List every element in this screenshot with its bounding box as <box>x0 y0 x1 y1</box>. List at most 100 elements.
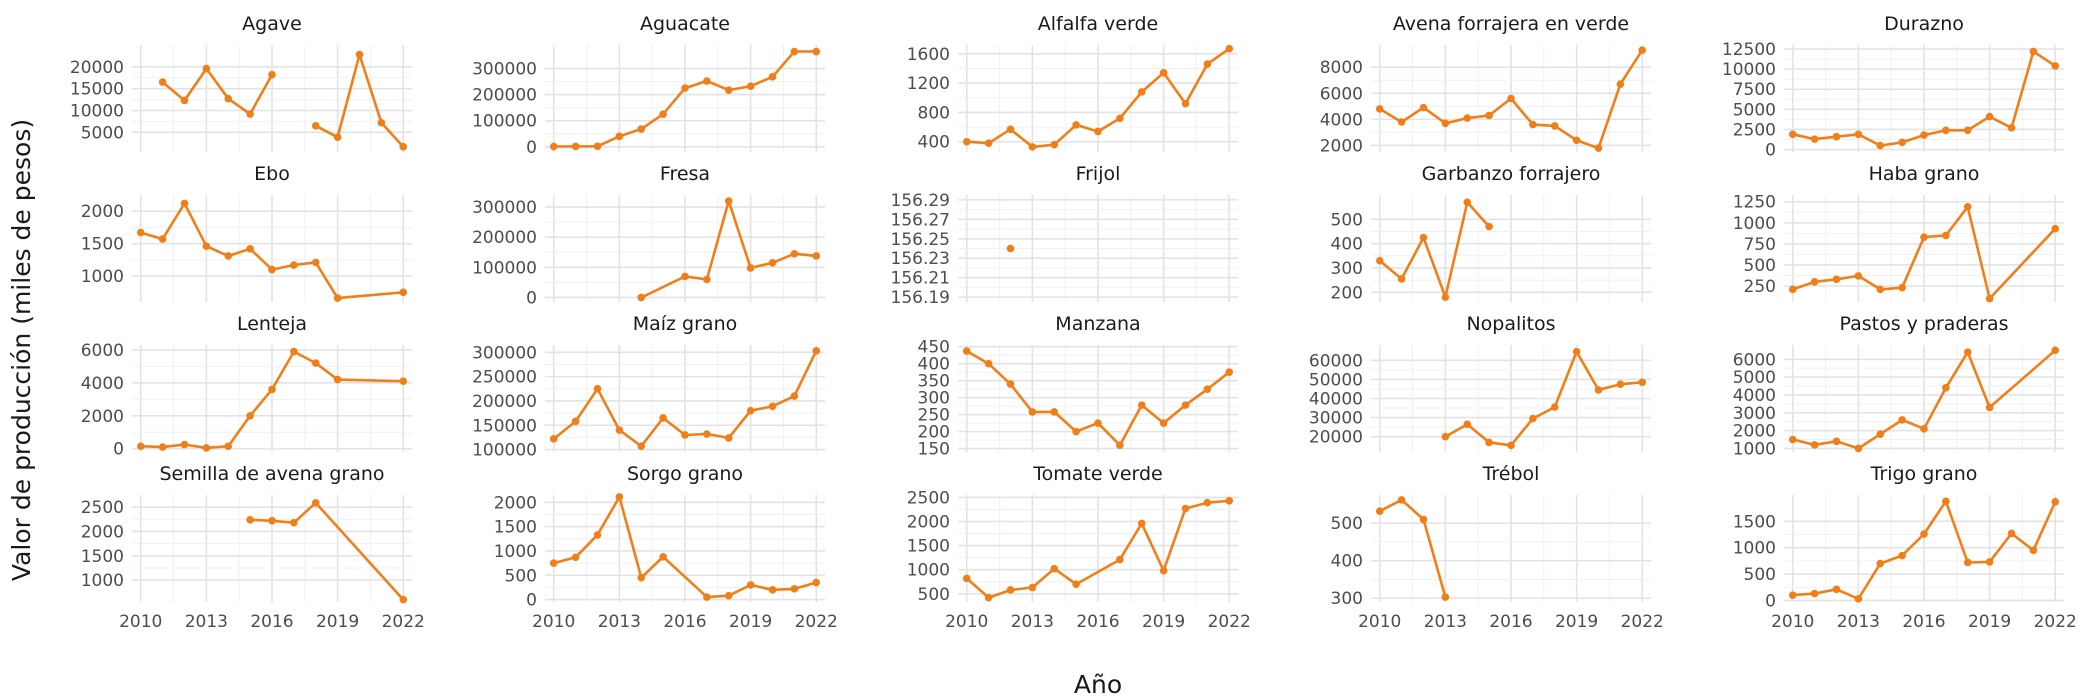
panel-title: Trébol <box>1482 463 1540 485</box>
data-point <box>615 132 624 141</box>
data-point <box>1942 384 1950 392</box>
y-tick-label: 10000 <box>1722 60 1776 80</box>
y-tick-label: 500 <box>1331 210 1363 230</box>
data-point <box>1529 414 1537 423</box>
series-line <box>553 495 664 580</box>
data-point <box>1638 378 1647 387</box>
panel: 1000 1500 2000 Ebo <box>81 163 412 302</box>
data-point <box>1050 408 1059 416</box>
data-point <box>1006 586 1015 594</box>
y-tick-label: 1000 <box>494 542 537 562</box>
data-point <box>1616 380 1625 388</box>
panel-title: Pastos y praderas <box>1839 313 2008 335</box>
series-line <box>250 501 317 525</box>
data-point <box>1963 202 1972 211</box>
data-point <box>180 96 189 105</box>
y-tick-label: 200000 <box>472 392 537 412</box>
data-point <box>812 47 821 56</box>
data-point <box>1810 589 1819 598</box>
series-line <box>662 555 708 599</box>
x-tick-label: 2019 <box>316 612 359 632</box>
panel-title: Aguacate <box>640 13 730 35</box>
data-point <box>593 531 602 539</box>
y-tick-label: 4000 <box>81 374 124 394</box>
data-point <box>637 125 646 133</box>
panel: 400 800 1200 1600 Alfalfa verde <box>907 13 1238 153</box>
data-point <box>158 235 167 243</box>
data-point <box>399 595 408 604</box>
data-point <box>377 118 386 127</box>
data-point <box>1137 519 1146 528</box>
y-tick-label: 20000 <box>1309 428 1363 448</box>
data-point <box>768 259 777 267</box>
panel: 0 2000 4000 6000 Lenteja <box>81 313 412 460</box>
data-point <box>1876 141 1885 150</box>
data-point <box>1876 285 1885 294</box>
y-tick-label: 2500 <box>1733 120 1776 140</box>
data-point <box>681 272 689 281</box>
y-tick-label: 1000 <box>81 267 124 287</box>
data-point <box>746 406 755 415</box>
data-point <box>1463 420 1472 429</box>
data-point <box>1006 125 1015 134</box>
y-tick-label: 2000 <box>1320 136 1363 156</box>
data-point <box>246 411 254 420</box>
panel-title: Tomate verde <box>1032 463 1163 485</box>
data-point <box>1854 272 1863 280</box>
data-point <box>311 258 320 267</box>
y-tick-label: 2500 <box>81 498 124 518</box>
y-tick-label: 1500 <box>494 518 537 538</box>
data-point <box>724 197 733 205</box>
data-point <box>1810 441 1819 449</box>
y-tick-label: 8000 <box>1320 58 1363 78</box>
panel: 0 500 1000 1500 2000 2010 2013 2016 2019 2022 Sorg… <box>494 463 838 632</box>
y-tick-label: 300 <box>918 389 950 409</box>
series-line <box>1378 201 1491 299</box>
data-point <box>1788 591 1797 599</box>
x-tick-label: 2010 <box>945 612 988 632</box>
data-point <box>659 552 667 561</box>
data-point <box>202 64 211 73</box>
y-tick-label: 30000 <box>1309 409 1363 429</box>
y-tick-label: 5000 <box>81 123 124 143</box>
data-point <box>1898 416 1906 424</box>
y-tick-label: 10000 <box>70 102 124 122</box>
y-tick-label: 500 <box>505 566 537 586</box>
x-tick-label: 2016 <box>250 612 293 632</box>
y-tick-label: 150 <box>918 440 950 460</box>
data-point <box>1898 283 1906 292</box>
data-point <box>549 559 558 567</box>
data-point <box>1028 143 1037 151</box>
data-point <box>1550 122 1559 130</box>
y-tick-label: 150000 <box>472 416 537 436</box>
data-point <box>311 498 320 507</box>
data-point <box>1876 559 1885 568</box>
data-point <box>1788 435 1797 444</box>
data-point <box>1441 293 1450 301</box>
data-point <box>746 82 755 91</box>
data-point <box>1203 498 1212 507</box>
data-point <box>1094 127 1102 136</box>
data-point <box>615 426 624 434</box>
y-tick-label: 2000 <box>81 522 124 542</box>
y-tick-label: 300000 <box>472 343 537 363</box>
y-tick-label: 7500 <box>1733 80 1776 100</box>
y-tick-label: 250 <box>1744 277 1776 297</box>
y-tick-label: 250 <box>918 406 950 426</box>
data-point <box>790 47 799 56</box>
x-tick-label: 2010 <box>1358 612 1401 632</box>
x-tick-label: 2019 <box>1142 612 1185 632</box>
chart-panels: 5000100001500020000Agave0100000200000300… <box>70 13 2077 632</box>
data-point <box>1572 136 1581 145</box>
data-point <box>1529 120 1537 129</box>
data-point <box>268 265 276 274</box>
data-point <box>2029 47 2038 56</box>
y-tick-label: 400 <box>1331 235 1363 255</box>
data-point <box>1898 551 1906 560</box>
data-point <box>1485 222 1493 231</box>
